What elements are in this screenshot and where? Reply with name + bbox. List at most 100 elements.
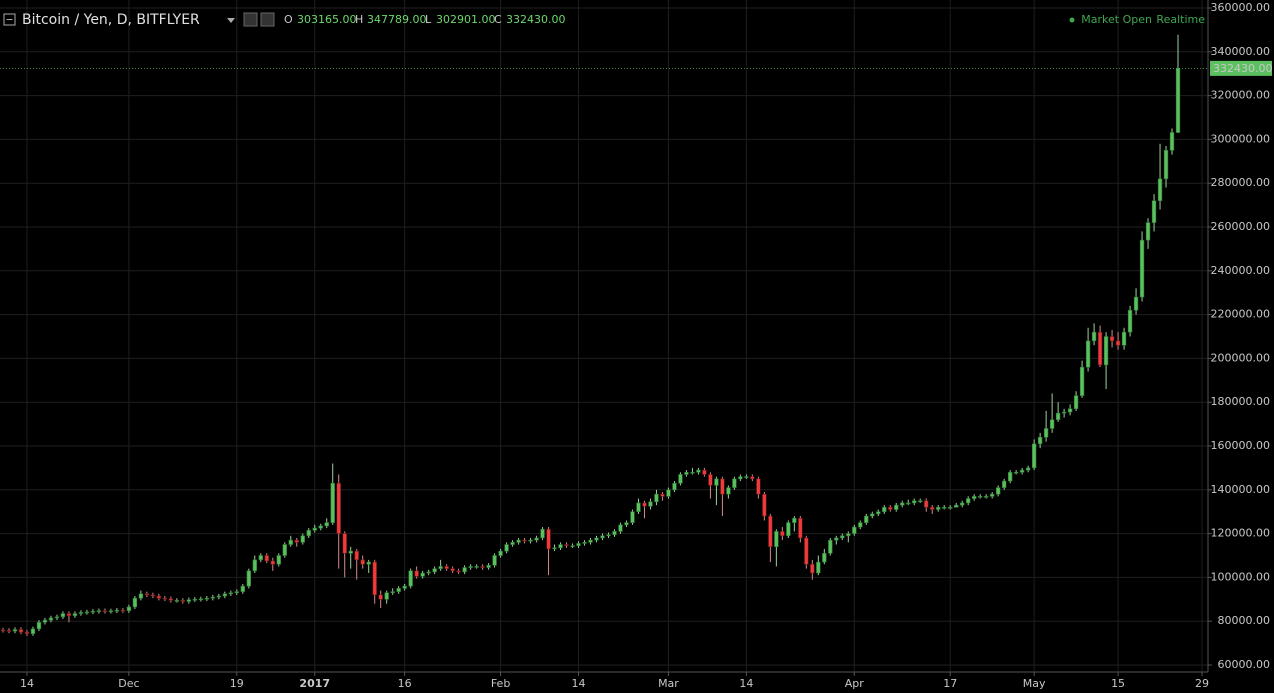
candle-body [882,507,887,513]
format-icon[interactable] [260,12,275,27]
candle-body [750,476,755,480]
candle-body [948,507,953,509]
candle-body [1025,467,1031,471]
candle-body [330,482,335,523]
y-tick-label: 300000.00 [1211,132,1271,145]
candle-body [654,493,659,503]
candle-body [36,621,42,630]
y-tick-label: 340000.00 [1211,45,1271,58]
candle-body [1169,132,1175,151]
candle-body [936,507,941,510]
candle-body [516,539,521,543]
candle-body [396,588,401,592]
candle-body [1031,443,1037,469]
ohlc-value: 347789.00 [367,13,427,26]
candle-body [126,606,132,611]
candle-body [432,568,437,573]
candle-body [1151,200,1157,223]
candle-body [1163,150,1169,180]
candle-body [294,539,299,543]
candle-body [990,493,995,497]
candle-body [942,507,947,509]
candle-body [144,593,150,596]
candle-body [606,534,611,537]
candle-body [1097,331,1103,366]
y-tick-label: 120000.00 [1211,527,1271,540]
candle-body [42,619,48,623]
candle-body [1133,296,1139,311]
y-tick-label: 60000.00 [1218,658,1271,671]
candle-body [204,597,209,600]
candle-body [618,524,623,532]
candle-body [486,565,491,568]
candle-body [810,563,815,574]
candle-body [744,476,749,478]
candle-body [804,537,809,565]
candle-body [792,517,797,523]
candle-body [1067,408,1073,413]
y-tick-label: 260000.00 [1211,220,1271,233]
candle-body [1073,395,1079,410]
candle-body [228,592,233,595]
candle-body [528,539,533,542]
candle-body [216,595,221,598]
candles [0,34,1181,636]
candle-body [390,591,395,594]
candle-body [558,544,563,549]
x-tick-label: 15 [1111,677,1125,690]
candle-body [372,561,377,596]
symbol-dropdown[interactable] [227,18,235,23]
candle-body [564,544,569,546]
x-tick-label: 14 [739,677,753,690]
candle-body [858,522,863,528]
candle-body [462,567,467,573]
candle-body [534,537,539,541]
candle-body [756,478,761,495]
candle-body [1014,471,1019,474]
candle-body [930,507,935,510]
candle-body [48,617,54,621]
candle-body [636,502,641,513]
candle-body [864,515,869,523]
candle-body [582,542,587,544]
candle-body [336,482,341,534]
candle-body [924,500,929,508]
price-axis: 60000.00 80000.00 100000.00 120000.00 140000… [1208,1,1270,671]
candle-body [1002,480,1007,488]
candle-body [1037,436,1043,445]
candle-body [1103,336,1109,366]
candle-body [276,555,281,565]
candle-body [702,469,707,475]
x-tick-label: Apr [845,677,865,690]
candle-body [612,531,617,535]
collapse-icon[interactable] [3,13,16,26]
y-tick-label: 360000.00 [1211,1,1271,14]
candle-body [738,476,743,480]
candle-body [282,544,287,556]
candle-body [978,496,983,498]
candle-body [474,566,479,568]
x-tick-label: 2017 [299,677,330,690]
ohlc-key: O [284,13,293,26]
settings-icon[interactable] [243,12,258,27]
x-tick-label: 14 [20,677,34,690]
candle-body [834,537,839,541]
candle-body [1175,68,1181,133]
candle-body [672,482,677,491]
x-tick-label: 29 [1195,677,1209,690]
candle-body [720,478,725,495]
candle-body [234,591,239,594]
candle-body [1049,419,1055,429]
x-tick-label: 14 [572,677,586,690]
candle-body [1127,309,1133,333]
candle-body [660,493,665,497]
candle-body [300,535,305,543]
candle-body [1139,239,1145,298]
candle-body [1055,412,1061,421]
candle-body [444,566,449,569]
candle-body [0,629,6,632]
last-price-badge [1210,60,1272,76]
candle-body [306,530,311,537]
candle-body [90,611,96,613]
